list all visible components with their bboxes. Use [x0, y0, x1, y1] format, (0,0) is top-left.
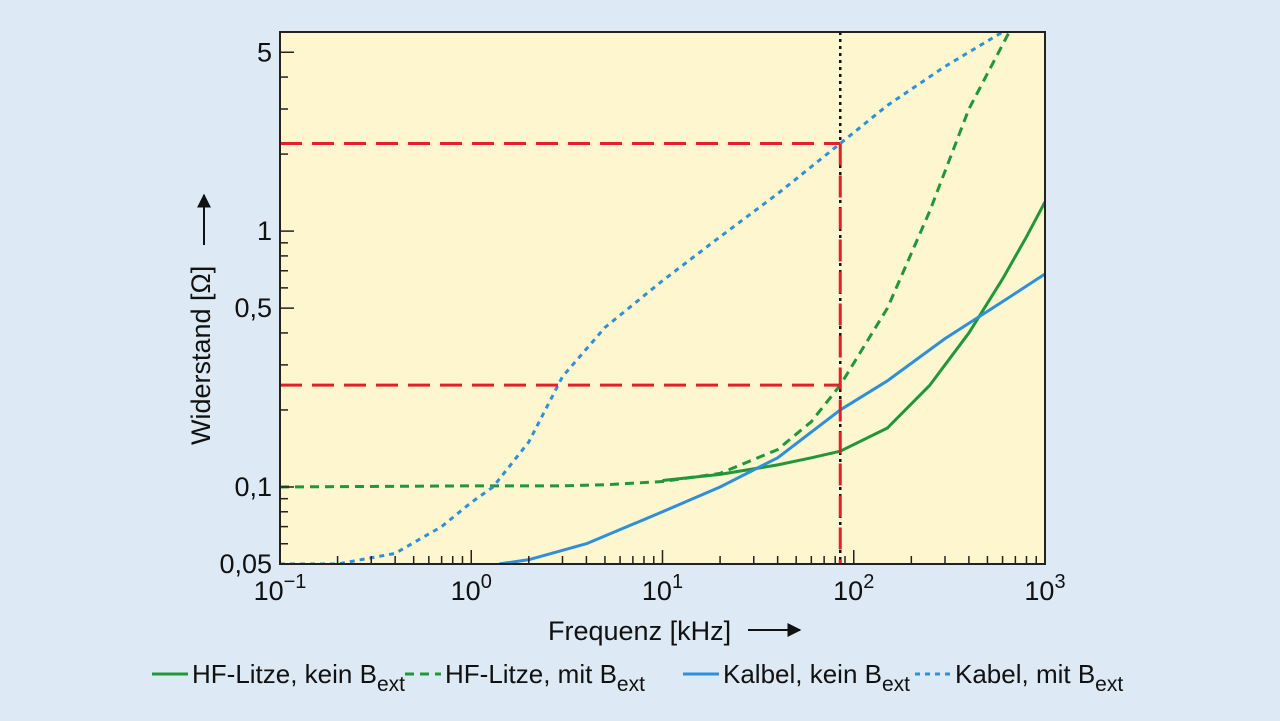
- series-line-2: [280, 32, 1011, 489]
- x-axis-title: Frequenz [kHz]: [548, 616, 731, 646]
- y-axis-title-group: Widerstand [Ω]: [186, 193, 216, 445]
- plot-background: [280, 32, 1045, 564]
- legend-label-3: Kalbel, kein Bext: [723, 659, 910, 696]
- legend: HF-Litze, kein Bext HF-Litze, mit Bext Kal…: [152, 659, 1123, 696]
- y-tick-label: 1: [257, 216, 272, 246]
- y-tick-label: 0,5: [234, 293, 272, 323]
- y-tick-label: 0,1: [234, 472, 272, 502]
- legend-label-1: HF-Litze, kein Bext: [192, 659, 405, 696]
- x-axis-title-group: Frequenz [kHz]: [548, 616, 802, 646]
- y-tick-label: 5: [257, 37, 272, 67]
- x-tick-label: 102: [833, 571, 874, 606]
- y-axis-title: Widerstand [Ω]: [186, 266, 216, 445]
- x-tick-label: 103: [1024, 571, 1065, 606]
- legend-label-4: Kabel, mit Bext: [955, 659, 1123, 696]
- legend-label-2: HF-Litze, mit Bext: [445, 659, 645, 696]
- x-tick-label: 101: [642, 571, 683, 606]
- series-line-3: [498, 272, 1045, 564]
- x-tick-label: 100: [451, 571, 492, 606]
- x-tick-label: 10−1: [254, 571, 307, 606]
- series-line-4: [280, 32, 1004, 564]
- y-tick-label: 0,05: [219, 549, 272, 579]
